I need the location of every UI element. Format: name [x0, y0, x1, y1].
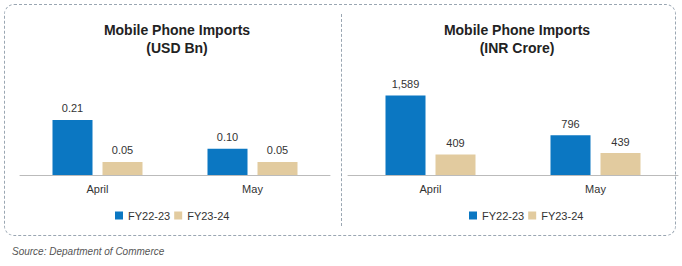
svg-text:FY23-24: FY23-24	[187, 210, 229, 222]
svg-text:409: 409	[446, 137, 464, 149]
svg-text:April: April	[419, 183, 441, 195]
svg-text:0.21: 0.21	[62, 102, 83, 114]
svg-text:439: 439	[611, 136, 629, 148]
svg-text:May: May	[585, 183, 606, 195]
svg-text:(INR Crore): (INR Crore)	[480, 40, 555, 56]
svg-text:April: April	[86, 183, 108, 195]
svg-text:(USD Bn): (USD Bn)	[146, 40, 207, 56]
svg-text:0.05: 0.05	[267, 144, 288, 156]
svg-text:Mobile Phone Imports: Mobile Phone Imports	[104, 22, 250, 38]
svg-text:FY23-24: FY23-24	[541, 210, 583, 222]
svg-text:Mobile Phone Imports: Mobile Phone Imports	[444, 22, 590, 38]
svg-text:FY22-23: FY22-23	[128, 210, 170, 222]
svg-text:0.10: 0.10	[217, 131, 238, 143]
svg-text:796: 796	[561, 118, 579, 130]
svg-text:1,589: 1,589	[392, 78, 420, 90]
html-text:Source: Department of Commerce: Source: Department of Commerce	[12, 246, 165, 257]
svg-text:0.05: 0.05	[112, 144, 133, 156]
svg-text:FY22-23: FY22-23	[482, 210, 524, 222]
svg-text:May: May	[242, 183, 263, 195]
